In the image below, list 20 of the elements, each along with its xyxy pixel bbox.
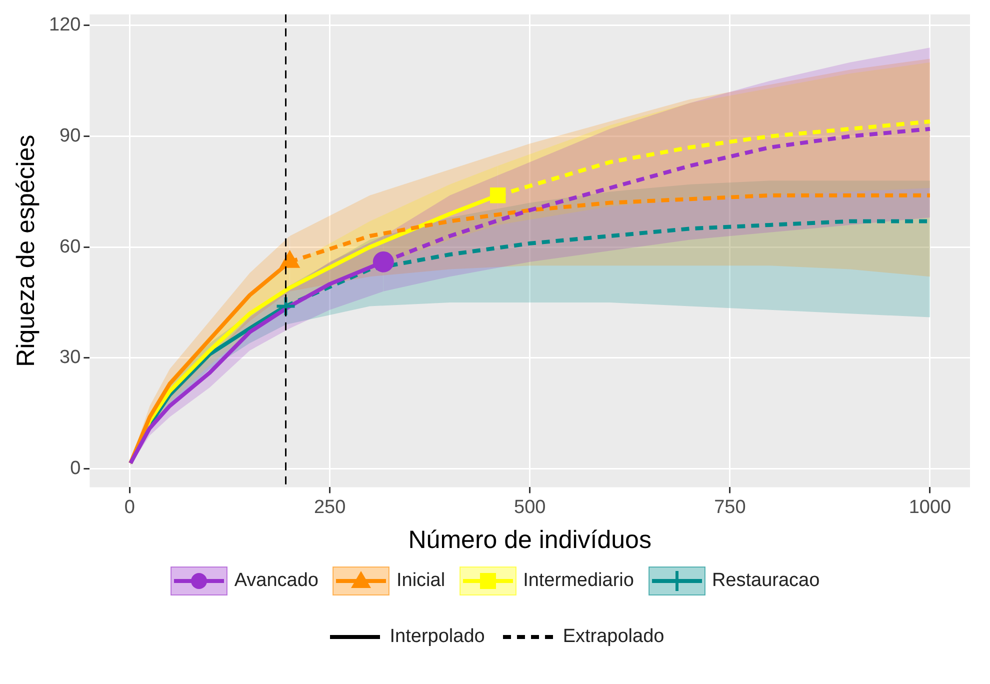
legend-label: Intermediario (523, 570, 634, 592)
y-tick-label: 60 (60, 236, 81, 258)
y-tick-label: 30 (60, 347, 81, 368)
legend-label: Restauracao (712, 570, 820, 592)
y-axis-title: Riqueza de espécies (12, 134, 40, 367)
x-axis-title: Número de indivíduos (408, 526, 652, 554)
legend-label: Inicial (396, 570, 446, 592)
legend-label: Extrapolado (562, 626, 664, 648)
x-tick-label: 0 (124, 496, 136, 518)
y-tick-label: 0 (70, 458, 81, 479)
legend-label: Avancado (234, 570, 318, 592)
x-tick-label: 250 (314, 496, 346, 518)
point (490, 188, 506, 204)
x-tick-label: 750 (714, 496, 746, 518)
y-tick-label: 120 (49, 14, 81, 36)
x-tick-label: 1000 (908, 496, 952, 518)
y-tick-label: 90 (60, 126, 81, 147)
point (372, 251, 394, 272)
x-tick-label: 500 (514, 496, 546, 518)
legend-label: Interpolado (390, 626, 485, 648)
